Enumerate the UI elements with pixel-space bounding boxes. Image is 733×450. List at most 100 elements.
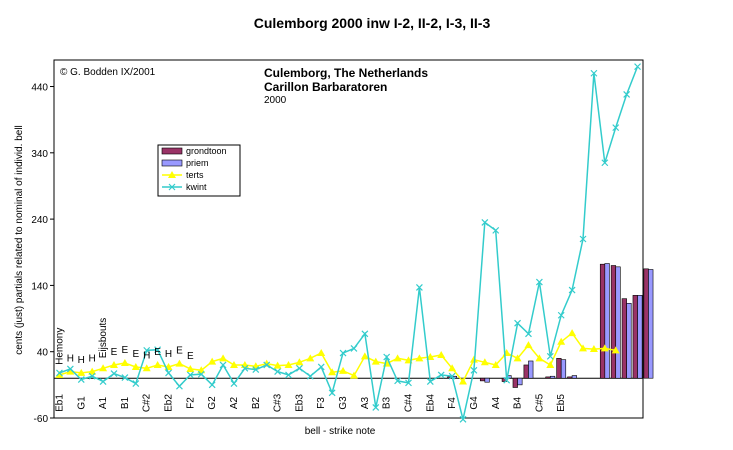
terts-point-20 [273,361,282,369]
terts-point-48 [579,344,588,352]
legend: grondtoon priem terts kwint [157,144,241,197]
kwint-point-0 [56,369,63,377]
kwint-point-4 [99,378,107,385]
x-tick-label-18: F4 [447,397,458,409]
terts-point-1 [66,367,75,375]
founder-annotation-5: E [111,347,118,358]
kwint-point-8 [143,346,151,354]
terts-point-36 [448,364,457,372]
kwint-point-47 [568,286,576,294]
terts-point-0 [55,370,64,378]
x-tick-label-12: F3 [316,397,327,409]
kwint-line [59,66,639,420]
kwint-point-1 [66,365,74,373]
terts-point-11 [175,359,184,367]
x-tick-label-11: Eb3 [294,394,305,412]
kwint-point-30 [383,353,391,361]
kwint-point-6 [121,374,129,381]
y-axis: -60 40 140 240 340 440 [31,83,54,425]
terts-point-44 [535,354,544,362]
founder-annotation-7: E [132,349,139,360]
terts-point-22 [295,358,304,366]
legend-label-grondtoon: grondtoon [186,146,227,156]
x-tick-label-15: B3 [382,396,393,409]
kwint-point-38 [470,366,478,374]
kwint-point-41 [503,376,511,384]
kwint-point-16 [230,380,238,387]
chart-title: Culemborg 2000 inw I-2, II-2, I-3, II-3 [254,15,491,31]
y-tick-label-1: 40 [37,348,49,359]
terts-point-40 [491,360,500,368]
legend-swatch-priem [161,159,183,167]
kwint-point-26 [339,349,347,357]
founder-annotation-10: H [165,349,172,360]
kwint-point-11 [176,382,183,390]
priem-bar-52 [626,303,632,379]
kwint-point-42 [514,319,521,327]
kwint-point-40 [492,226,500,234]
kwint-point-37 [459,415,467,423]
terts-point-50 [600,344,609,352]
x-tick-label-19: G4 [469,396,480,410]
x-tick-label-22: C#5 [534,393,545,412]
kwint-point-19 [263,361,271,369]
grondtoon-bar-43 [523,364,529,379]
kwint-point-25 [328,389,336,397]
kwint-point-28 [361,330,369,338]
x-tick-label-17: Eb4 [425,394,436,412]
legend-label-terts: terts [186,170,204,180]
kwint-point-7 [132,380,140,387]
y-tick-label-5: 440 [31,83,48,94]
y-axis-label: cents (just) partials related to nominal… [14,125,25,355]
kwint-point-2 [77,376,85,383]
founder-annotation-6: E [122,345,129,356]
x-axis-label: bell - strike note [305,426,376,437]
terts-point-8 [142,364,151,372]
kwint-point-18 [252,366,260,374]
terts-point-49 [589,345,598,353]
terts-point-12 [186,364,195,372]
kwint-point-45 [546,352,554,360]
kwint-point-27 [350,344,358,352]
priem-bar-53 [637,295,643,379]
grondtoon-bar-50 [599,263,606,379]
grondtoon-bar-46 [556,358,562,379]
terts-point-15 [219,354,228,362]
kwint-point-17 [241,364,249,372]
plot-area [53,59,644,419]
line-series [55,63,641,423]
founder-annotation-9: E [154,347,161,358]
terts-point-24 [317,349,326,357]
terts-point-38 [469,355,478,363]
kwint-point-44 [535,278,543,286]
x-tick-label-10: C#3 [273,393,284,412]
grondtoon-bar-53 [632,295,638,379]
x-tick-label-4: C#2 [142,393,153,412]
priem-bar-42 [517,377,523,386]
kwint-point-24 [317,363,325,371]
kwint-point-23 [306,372,314,380]
priem-bar-47 [571,375,577,379]
terts-point-4 [99,364,108,372]
terts-point-33 [415,354,424,362]
terts-point-6 [120,358,129,366]
x-tick-label-7: G2 [207,396,218,410]
kwint-point-29 [372,403,380,411]
kwint-point-35 [437,371,445,379]
kwint-point-20 [274,368,282,376]
kwint-point-31 [394,377,402,385]
kwint-point-33 [415,283,423,291]
legend-marker-kwint [168,183,176,191]
priem-bar-51 [615,266,621,379]
bar-series [447,263,654,388]
founder-annotation-11: E [176,346,183,357]
grondtoon-bar-54 [643,268,649,379]
terts-point-35 [437,351,446,359]
credit-label: © G. Bodden IX/2001 [60,67,156,78]
grondtoon-bar-39 [479,377,486,382]
grondtoon-bar-47 [567,376,573,379]
kwint-point-12 [186,371,194,379]
terts-point-45 [546,360,555,368]
terts-point-3 [88,367,97,375]
